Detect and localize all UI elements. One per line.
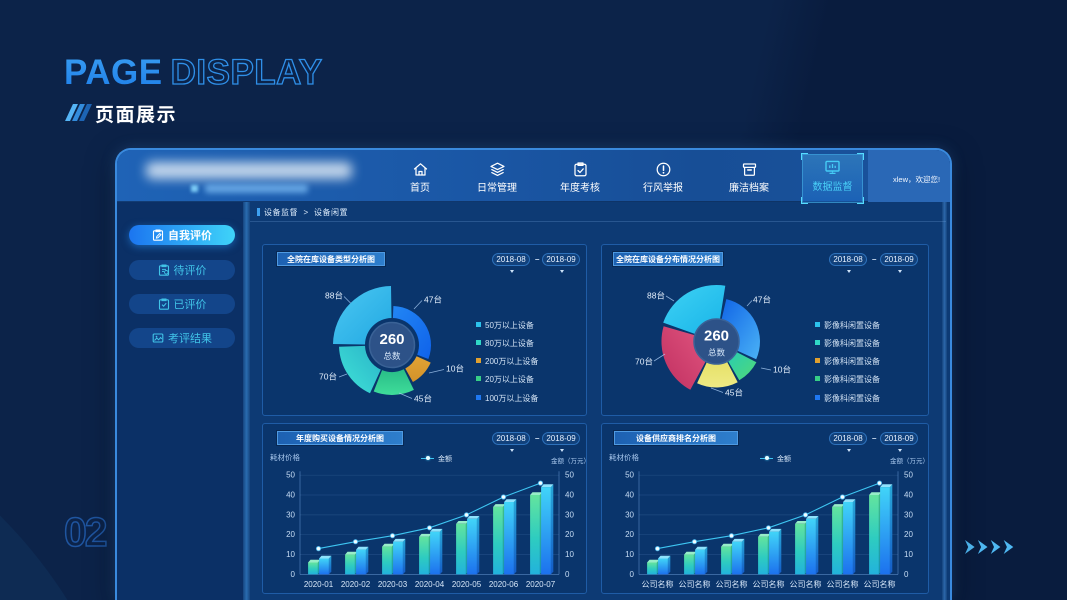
svg-text:45台: 45台: [725, 386, 743, 398]
svg-text:30: 30: [625, 510, 634, 519]
svg-text:40: 40: [565, 491, 574, 500]
svg-text:10: 10: [625, 550, 634, 559]
svg-text:2020-05: 2020-05: [452, 579, 482, 590]
svg-text:总数: 总数: [383, 350, 401, 362]
svg-text:70台: 70台: [319, 370, 337, 382]
svg-text:88台: 88台: [325, 289, 343, 301]
svg-text:30: 30: [286, 510, 295, 519]
svg-text:47台: 47台: [753, 293, 771, 305]
svg-text:0: 0: [904, 570, 909, 579]
svg-text:50: 50: [904, 471, 913, 480]
svg-text:公司名称: 公司名称: [790, 579, 822, 590]
svg-text:2020-04: 2020-04: [415, 579, 445, 590]
svg-text:20: 20: [286, 530, 295, 539]
svg-text:20: 20: [625, 530, 634, 539]
svg-text:2020-03: 2020-03: [378, 579, 408, 590]
svg-text:50: 50: [286, 471, 295, 480]
svg-text:88台: 88台: [647, 289, 665, 301]
svg-text:2020-06: 2020-06: [489, 579, 519, 590]
svg-text:公司名称: 公司名称: [679, 579, 711, 590]
svg-text:30: 30: [904, 510, 913, 519]
svg-text:70台: 70台: [635, 355, 653, 367]
svg-text:2020-07: 2020-07: [526, 579, 556, 590]
svg-text:40: 40: [625, 491, 634, 500]
svg-text:50: 50: [625, 471, 634, 480]
svg-text:10: 10: [565, 550, 574, 559]
svg-text:260: 260: [379, 328, 404, 349]
svg-text:公司名称: 公司名称: [864, 579, 896, 590]
svg-text:20: 20: [904, 530, 913, 539]
svg-text:公司名称: 公司名称: [753, 579, 785, 590]
svg-text:0: 0: [630, 570, 635, 579]
svg-text:0: 0: [291, 570, 296, 579]
svg-text:公司名称: 公司名称: [642, 579, 674, 590]
svg-text:50: 50: [565, 471, 574, 480]
svg-text:2020-01: 2020-01: [304, 579, 334, 590]
svg-text:40: 40: [904, 491, 913, 500]
svg-text:公司名称: 公司名称: [827, 579, 859, 590]
svg-text:20: 20: [565, 530, 574, 539]
svg-text:10台: 10台: [773, 363, 791, 375]
svg-text:30: 30: [565, 510, 574, 519]
svg-text:40: 40: [286, 491, 295, 500]
svg-text:10: 10: [904, 550, 913, 559]
svg-text:47台: 47台: [424, 293, 442, 305]
svg-text:2020-02: 2020-02: [341, 579, 371, 590]
svg-text:10: 10: [286, 550, 295, 559]
svg-text:总数: 总数: [708, 347, 726, 359]
svg-text:260: 260: [704, 325, 729, 346]
svg-text:10台: 10台: [446, 362, 464, 374]
svg-text:公司名称: 公司名称: [716, 579, 748, 590]
svg-text:45台: 45台: [414, 392, 432, 404]
svg-text:0: 0: [565, 570, 570, 579]
